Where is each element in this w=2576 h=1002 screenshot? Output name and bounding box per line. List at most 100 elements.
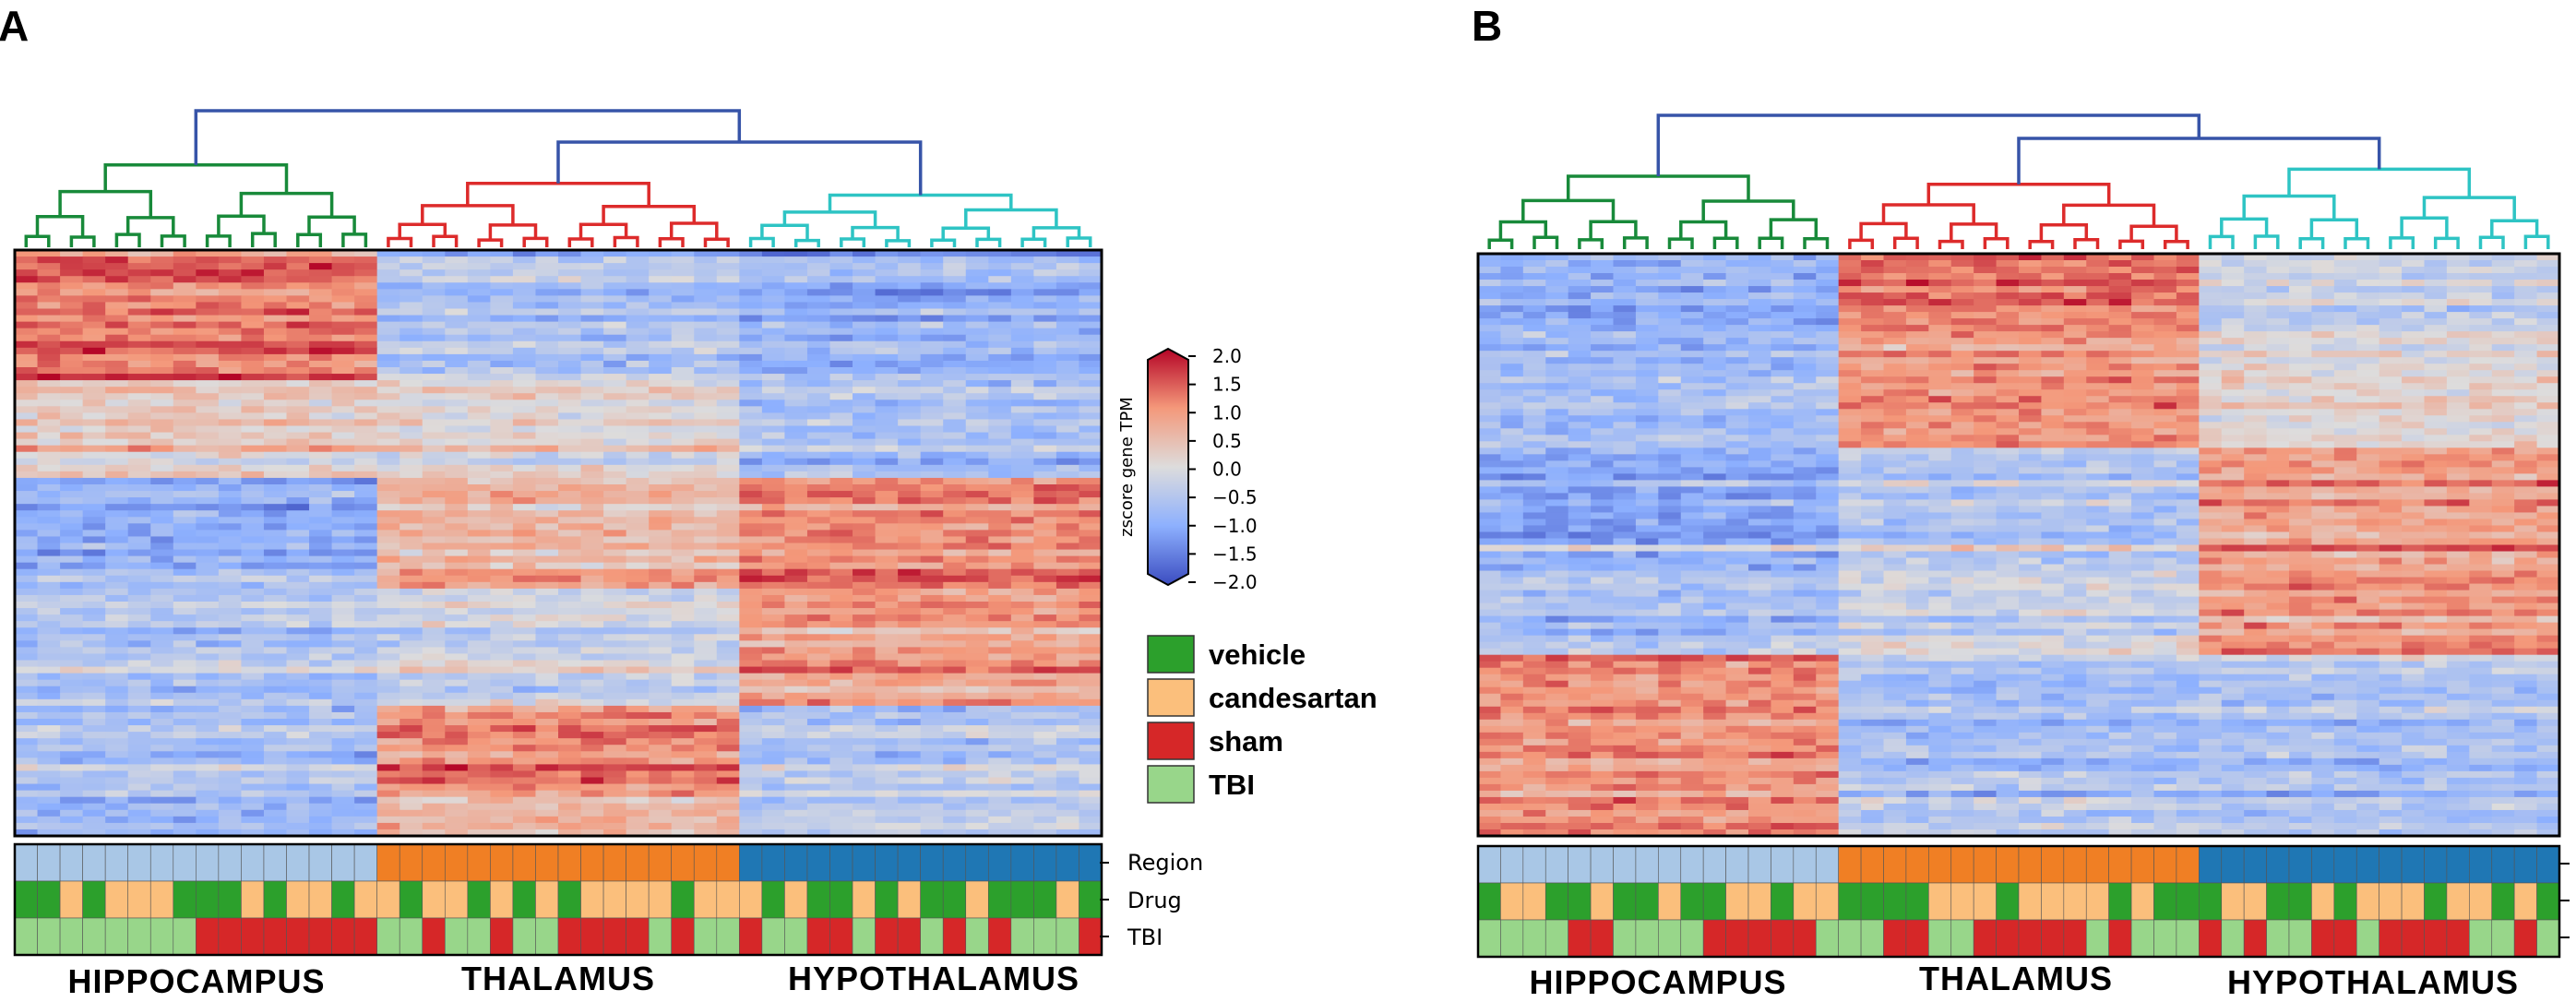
heatmap-cell bbox=[241, 673, 265, 681]
heatmap-cell bbox=[173, 340, 197, 349]
heatmap-cell bbox=[649, 777, 673, 785]
panel-a-annotation-tracks bbox=[13, 842, 1103, 957]
heatmap-cell bbox=[15, 594, 39, 602]
heatmap-cell bbox=[490, 757, 514, 765]
heatmap-cell bbox=[150, 374, 174, 381]
heatmap-cell bbox=[920, 568, 944, 577]
heatmap-cell bbox=[2176, 286, 2200, 293]
heatmap-cell bbox=[150, 328, 174, 336]
heatmap-cell bbox=[626, 829, 650, 837]
heatmap-cell bbox=[150, 562, 174, 570]
heatmap-cell bbox=[580, 360, 604, 368]
heatmap-cell bbox=[580, 367, 604, 375]
heatmap-cell bbox=[1033, 738, 1057, 746]
heatmap-cell bbox=[1010, 536, 1034, 544]
heatmap-cell bbox=[263, 353, 288, 362]
heatmap-cell bbox=[1950, 280, 1974, 287]
heatmap-cell bbox=[603, 757, 627, 765]
heatmap-cell bbox=[784, 829, 808, 837]
heatmap-cell bbox=[739, 647, 763, 655]
heatmap-cell bbox=[1478, 286, 1502, 293]
heatmap-cell bbox=[331, 745, 355, 752]
heatmap-cell bbox=[2424, 280, 2448, 287]
heatmap-cell bbox=[806, 829, 831, 837]
heatmap-cell bbox=[558, 711, 582, 720]
heatmap-cell bbox=[988, 588, 1012, 596]
heatmap-cell bbox=[761, 497, 786, 505]
heatmap-cell bbox=[943, 289, 967, 296]
heatmap-cell bbox=[1079, 419, 1103, 427]
heatmap-cell bbox=[806, 504, 831, 511]
heatmap-cell bbox=[603, 438, 627, 447]
heatmap-cell bbox=[558, 256, 582, 264]
heatmap-cell bbox=[309, 679, 333, 687]
heatmap-cell bbox=[943, 445, 967, 453]
heatmap-cell bbox=[898, 555, 922, 564]
heatmap-cell bbox=[694, 711, 718, 720]
heatmap-cell bbox=[2311, 292, 2335, 300]
heatmap-cell bbox=[694, 477, 718, 485]
heatmap-cell bbox=[218, 725, 243, 733]
heatmap-cell bbox=[806, 458, 831, 466]
heatmap-cell bbox=[309, 790, 333, 798]
heatmap-cell bbox=[603, 705, 627, 713]
heatmap-cell bbox=[920, 777, 944, 785]
heatmap-cell bbox=[241, 256, 265, 264]
heatmap-cell bbox=[1079, 432, 1103, 440]
heatmap-cell bbox=[694, 282, 718, 290]
heatmap-cell bbox=[1055, 732, 1080, 739]
heatmap-cell bbox=[761, 757, 786, 765]
heatmap-cell bbox=[127, 679, 151, 687]
heatmap-cell bbox=[1010, 647, 1034, 655]
heatmap-cell bbox=[1010, 705, 1034, 713]
heatmap-cell bbox=[490, 477, 514, 485]
heatmap-cell bbox=[241, 568, 265, 577]
heatmap-cell bbox=[241, 757, 265, 765]
heatmap-cell bbox=[1680, 280, 1704, 287]
heatmap-cell bbox=[580, 679, 604, 687]
heatmap-cell bbox=[784, 517, 808, 524]
heatmap-cell bbox=[60, 263, 84, 270]
heatmap-cell bbox=[603, 614, 627, 622]
heatmap-cell bbox=[15, 477, 39, 485]
heatmap-cell bbox=[15, 340, 39, 349]
heatmap-cell bbox=[512, 647, 537, 655]
heatmap-cell bbox=[671, 796, 695, 805]
heatmap-cell bbox=[1079, 673, 1103, 681]
heatmap-cell bbox=[37, 640, 61, 648]
heatmap-cell bbox=[558, 412, 582, 421]
heatmap-cell bbox=[82, 504, 106, 511]
heatmap-cell bbox=[60, 673, 84, 681]
heatmap-cell bbox=[558, 543, 582, 551]
heatmap-cell bbox=[150, 796, 174, 805]
heatmap-cell bbox=[376, 568, 400, 577]
heatmap-cell bbox=[829, 653, 853, 662]
heatmap-cell bbox=[806, 256, 831, 264]
heatmap-cell bbox=[422, 829, 446, 837]
heatmap-cell bbox=[490, 568, 514, 577]
heatmap-cell bbox=[263, 419, 288, 427]
heatmap-cell bbox=[920, 764, 944, 772]
heatmap-cell bbox=[331, 464, 355, 472]
heatmap-cell bbox=[1748, 286, 1772, 293]
heatmap-cell bbox=[1591, 273, 1615, 280]
heatmap-cell bbox=[354, 256, 378, 264]
heatmap-cell bbox=[1055, 803, 1080, 811]
annotation-drug-cell bbox=[648, 880, 673, 919]
heatmap-cell bbox=[1545, 292, 1569, 300]
heatmap-cell bbox=[60, 256, 84, 264]
heatmap-cell bbox=[558, 660, 582, 668]
heatmap-cell bbox=[512, 484, 537, 492]
heatmap-cell bbox=[535, 588, 559, 596]
heatmap-cell bbox=[716, 282, 740, 290]
heatmap-cell bbox=[309, 419, 333, 427]
heatmap-cell bbox=[603, 588, 627, 596]
heatmap-cell bbox=[535, 692, 559, 700]
heatmap-cell bbox=[105, 698, 129, 707]
heatmap-cell bbox=[286, 549, 310, 557]
heatmap-cell bbox=[761, 647, 786, 655]
heatmap-cell bbox=[626, 770, 650, 779]
heatmap-cell bbox=[60, 400, 84, 407]
heatmap-cell bbox=[829, 705, 853, 713]
heatmap-cell bbox=[60, 660, 84, 668]
